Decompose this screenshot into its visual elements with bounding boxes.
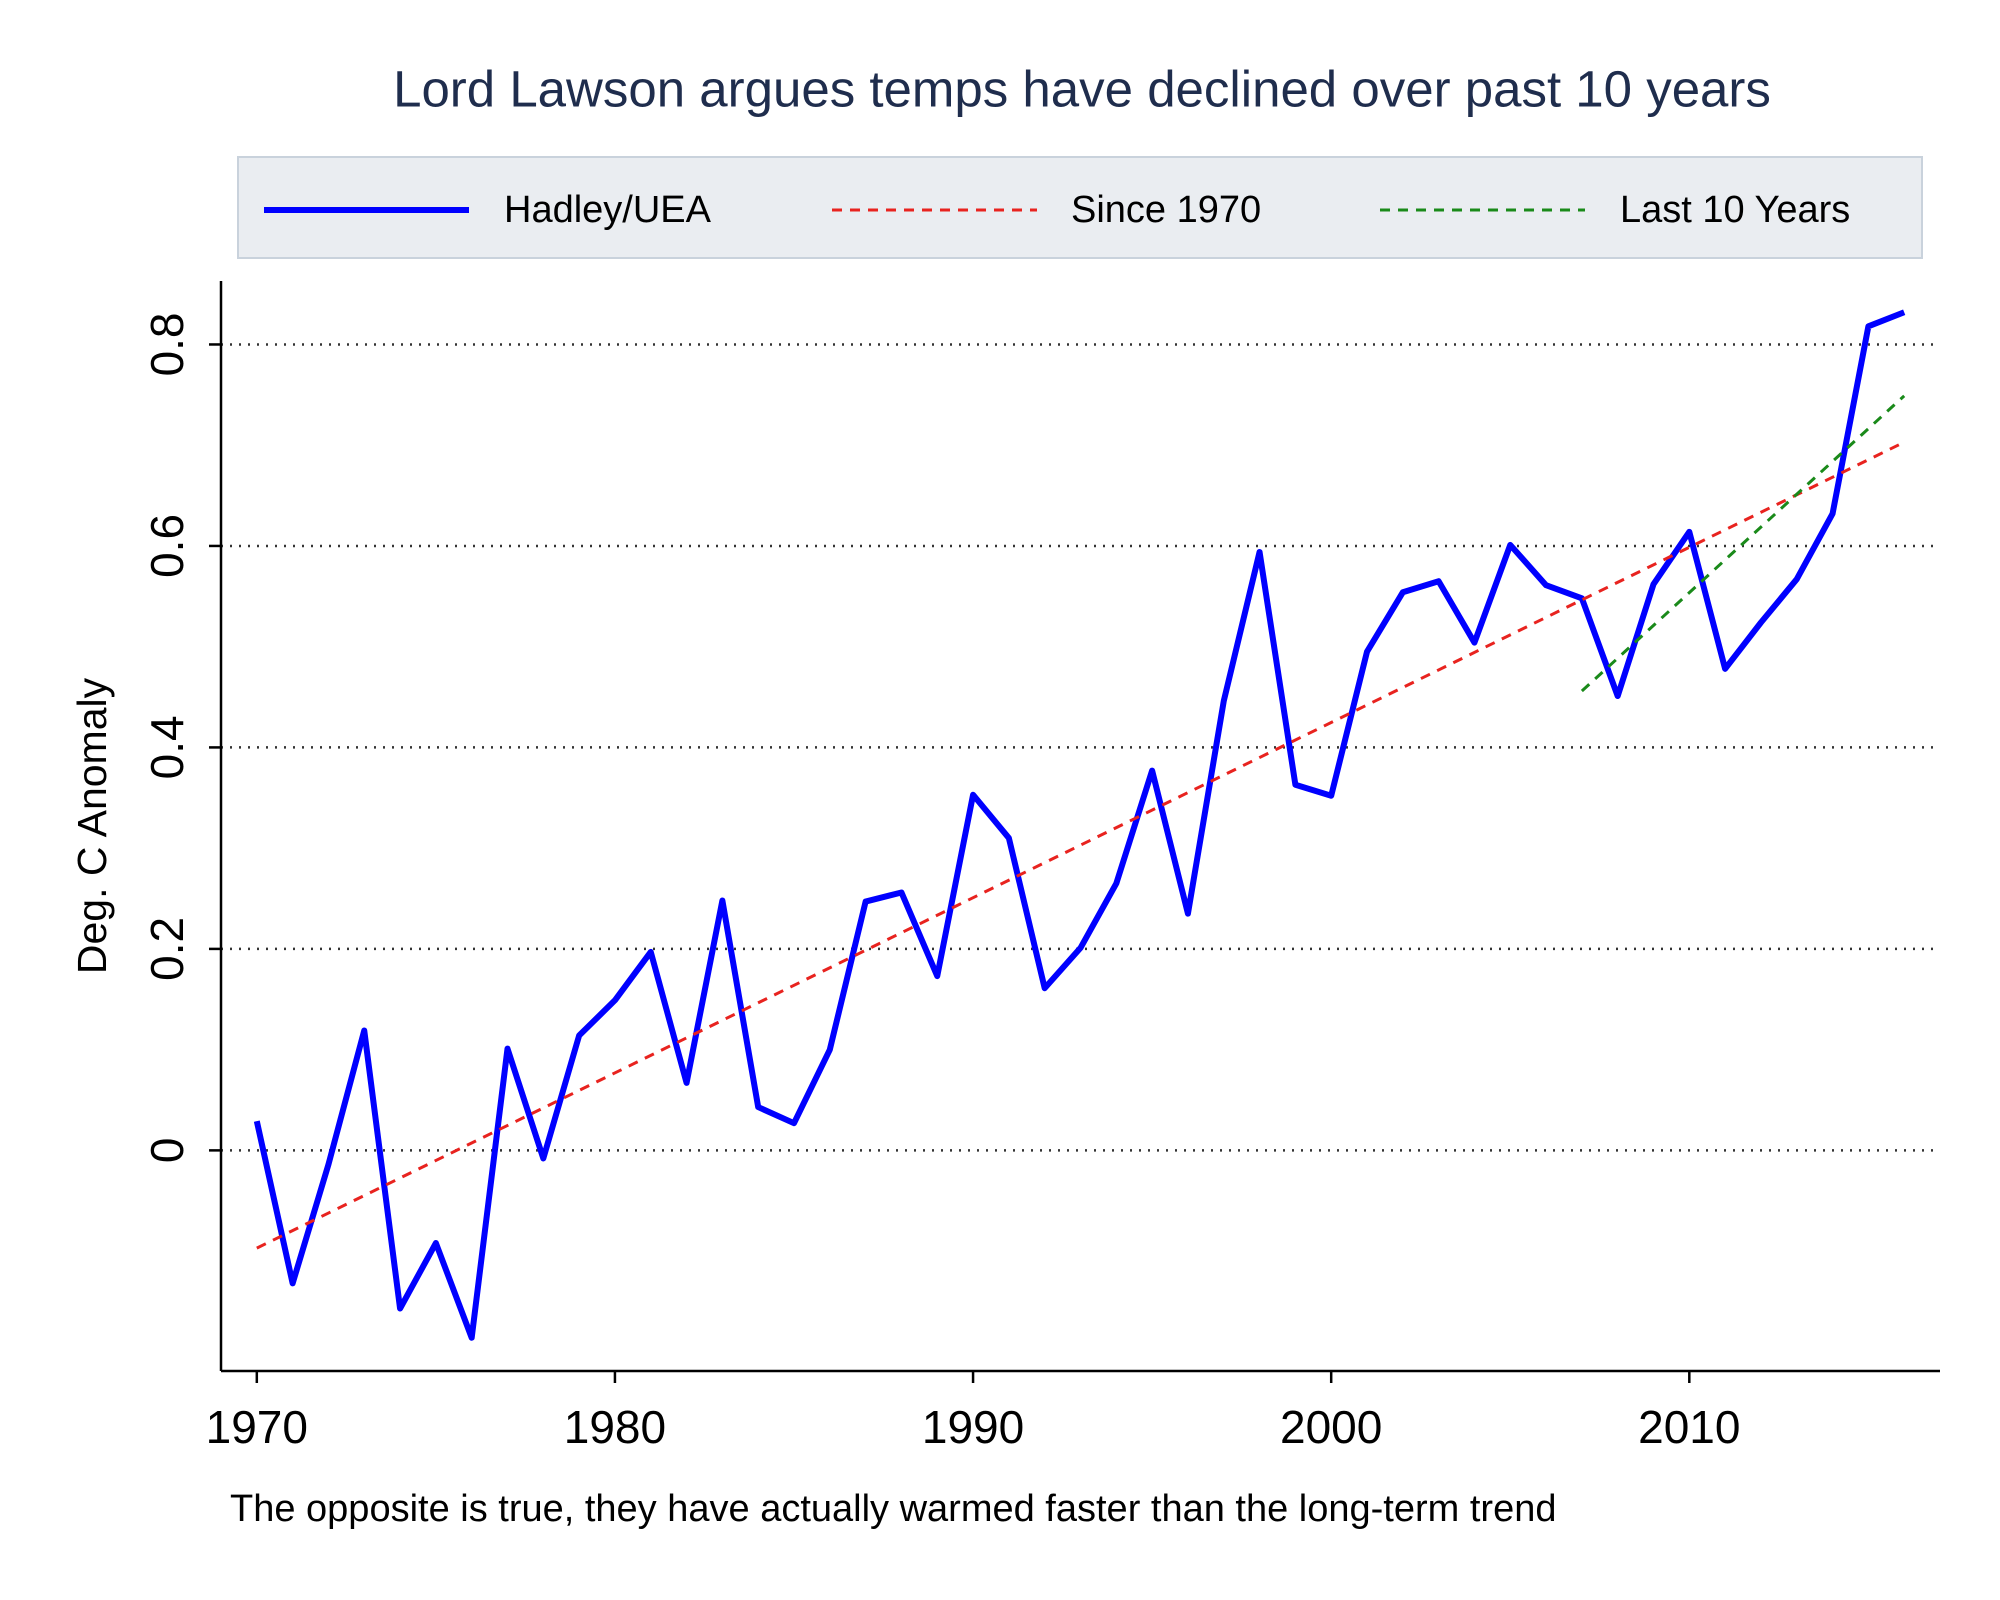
chart-title: Lord Lawson argues temps have declined o… [393, 60, 1771, 117]
x-tick-label: 1980 [564, 1401, 666, 1453]
legend-label: Last 10 Years [1620, 189, 1850, 231]
x-tick-label: 1970 [206, 1401, 308, 1453]
legend-label: Since 1970 [1071, 189, 1261, 231]
y-tick-label: 0.2 [141, 917, 193, 981]
y-axis-label: Deg. C Anomaly [69, 677, 115, 974]
y-tick-label: 0.4 [141, 715, 193, 779]
x-tick-label: 1990 [922, 1401, 1024, 1453]
series-line [256, 440, 1905, 1250]
legend-label: Hadley/UEA [504, 189, 712, 231]
legend-box [237, 156, 1923, 259]
caption: The opposite is true, they have actually… [230, 1488, 1556, 1530]
series-line [253, 309, 1906, 1341]
x-tick-label: 2010 [1638, 1401, 1740, 1453]
x-tick-label: 2000 [1280, 1401, 1382, 1453]
series-line [1580, 394, 1906, 693]
y-tick-label: 0.8 [141, 312, 193, 376]
y-tick-label: 0.6 [141, 514, 193, 578]
y-tick-label: 0 [141, 1138, 193, 1164]
